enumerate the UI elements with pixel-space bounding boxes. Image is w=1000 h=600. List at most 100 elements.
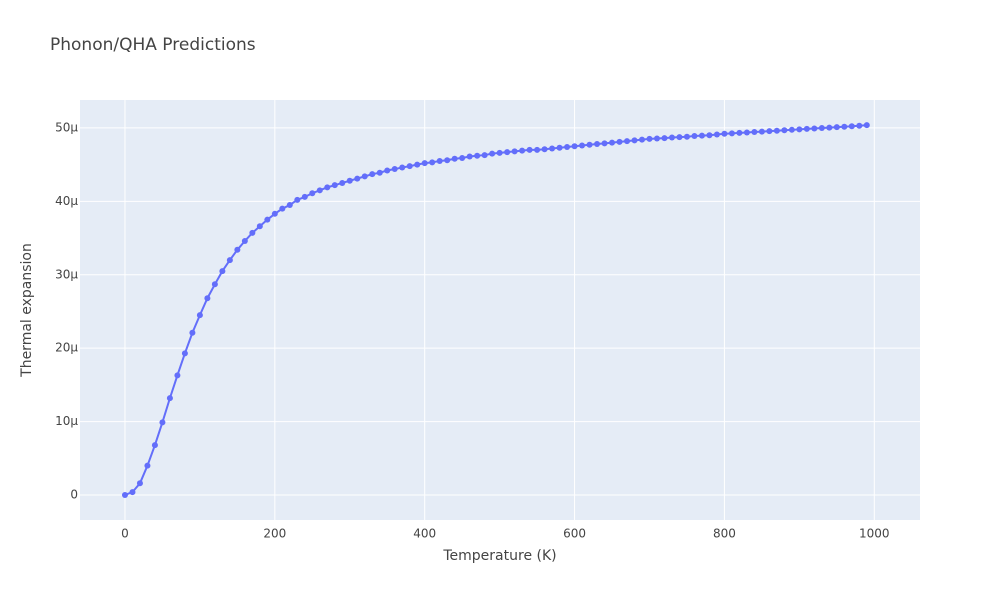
- data-point: [346, 177, 353, 184]
- data-point: [661, 135, 668, 142]
- data-point: [736, 129, 743, 136]
- data-point: [399, 164, 406, 171]
- data-point: [294, 196, 301, 203]
- data-point: [324, 184, 331, 191]
- y-tick-label: 10μ: [55, 414, 78, 428]
- x-tick-label: 400: [413, 527, 436, 541]
- data-point: [309, 190, 316, 197]
- data-point: [564, 143, 571, 150]
- data-point: [466, 153, 473, 160]
- data-point: [534, 146, 541, 153]
- data-point: [556, 144, 563, 151]
- y-tick-label: 40μ: [55, 194, 78, 208]
- data-point: [691, 132, 698, 139]
- data-point: [429, 159, 436, 166]
- x-tick-label: 800: [713, 527, 736, 541]
- data-point: [788, 126, 795, 133]
- data-point: [204, 295, 211, 302]
- data-point: [549, 145, 556, 152]
- data-point: [151, 442, 158, 449]
- data-point: [376, 169, 383, 176]
- x-tick-label: 200: [263, 527, 286, 541]
- data-point: [361, 173, 368, 180]
- data-point: [354, 175, 361, 182]
- data-point: [841, 123, 848, 130]
- data-point: [331, 182, 338, 189]
- data-point: [751, 129, 758, 136]
- y-tick-label: 0: [70, 488, 78, 502]
- data-point: [181, 350, 188, 357]
- data-point: [818, 125, 825, 132]
- x-tick-label: 1000: [859, 527, 890, 541]
- data-point: [624, 138, 631, 145]
- data-point: [766, 128, 773, 135]
- data-point: [234, 246, 241, 253]
- data-point: [856, 122, 863, 129]
- data-point: [279, 205, 286, 212]
- data-point: [833, 124, 840, 131]
- data-point: [638, 136, 645, 143]
- data-point: [728, 130, 735, 137]
- data-point: [631, 137, 638, 144]
- plot-area: [80, 100, 920, 520]
- data-point: [249, 229, 256, 236]
- data-point: [414, 161, 421, 168]
- data-point: [609, 139, 616, 146]
- y-tick-label: 50μ: [55, 120, 78, 134]
- data-point: [144, 462, 151, 469]
- x-axis-label: Temperature (K): [442, 548, 556, 564]
- data-point: [706, 132, 713, 139]
- data-point: [189, 329, 196, 336]
- data-point: [421, 160, 428, 167]
- data-point: [136, 480, 143, 487]
- data-point: [519, 147, 526, 154]
- data-point: [459, 155, 466, 162]
- data-point: [863, 122, 870, 129]
- series-line: [124, 124, 867, 496]
- data-point: [391, 166, 398, 173]
- data-point: [339, 179, 346, 186]
- y-axis-label: Thermal expansion: [19, 243, 35, 378]
- data-point: [616, 138, 623, 145]
- data-point: [526, 146, 533, 153]
- data-point: [848, 123, 855, 130]
- data-point: [226, 257, 233, 264]
- data-point: [316, 187, 323, 194]
- data-point: [166, 395, 173, 402]
- data-point: [241, 237, 248, 244]
- data-point: [129, 489, 136, 496]
- data-point: [369, 171, 376, 178]
- data-point: [541, 146, 548, 153]
- data-point: [653, 135, 660, 142]
- data-point: [796, 126, 803, 133]
- data-point: [743, 129, 750, 136]
- data-point: [676, 134, 683, 141]
- data-point: [811, 125, 818, 132]
- data-point: [668, 134, 675, 141]
- data-point: [196, 312, 203, 319]
- data-point: [713, 131, 720, 138]
- data-point: [504, 149, 511, 156]
- chart-title: Phonon/QHA Predictions: [50, 35, 256, 55]
- data-point: [211, 281, 218, 288]
- x-tick-label: 600: [563, 527, 586, 541]
- data-point: [159, 419, 166, 426]
- y-tick-label: 20μ: [55, 341, 78, 355]
- data-point: [683, 133, 690, 140]
- data-point: [646, 135, 653, 142]
- data-point: [444, 157, 451, 164]
- data-point: [586, 141, 593, 148]
- data-point: [406, 163, 413, 170]
- data-point: [489, 150, 496, 157]
- data-point: [436, 157, 443, 164]
- data-point: [579, 142, 586, 149]
- data-point: [121, 492, 128, 499]
- data-point: [286, 202, 293, 208]
- data-point: [594, 141, 601, 148]
- data-point: [698, 132, 705, 139]
- data-point: [219, 268, 226, 275]
- data-point: [271, 210, 278, 217]
- data-point: [571, 143, 578, 150]
- data-point: [781, 127, 788, 134]
